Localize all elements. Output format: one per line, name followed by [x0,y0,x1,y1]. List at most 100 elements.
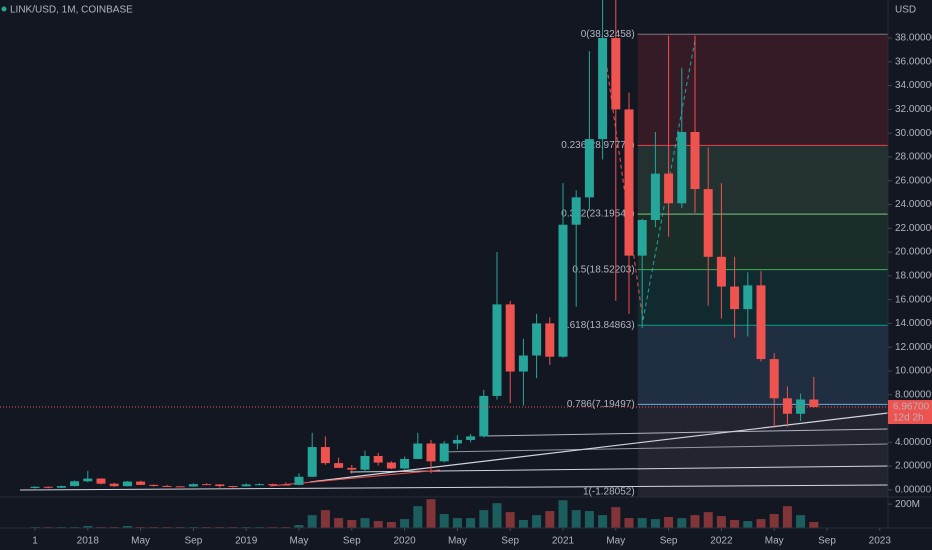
volume-bar [611,507,621,528]
volume-bar [373,521,383,528]
countdown-label: 12d 2h [893,413,924,424]
x-tick-label: May [131,536,150,547]
candle-body [584,139,594,198]
y-tick-label: 4.00000 [895,437,932,448]
candle-body [730,286,740,310]
y-tick-label: 10.00000 [895,366,932,377]
fib-label: 0.236(28.97776) [561,140,634,151]
fib-label: 0.618(13.84863) [561,320,634,331]
volume-bar [360,518,370,528]
candle-body [43,486,53,488]
candle-body [122,481,132,487]
volume-bar [598,515,608,528]
candle-body [400,458,410,469]
volume-bar [83,525,93,528]
candle-body [386,462,396,469]
y-tick-label: 26.00000 [895,175,932,186]
price-pane: 0(38.32458) 0.236(28.97776) 0.382(23.19545… [19,0,888,497]
volume-bar [426,499,436,528]
x-tick-label: 2020 [393,536,416,547]
volume-bar [558,500,568,528]
volume-bar [320,510,330,528]
volume-bar [690,515,700,528]
x-tick-label: Sep [818,536,836,547]
x-tick-label: May [290,536,309,547]
y-tick-label: 12.00000 [895,342,932,353]
volume-bar [664,517,674,528]
candle-body [703,189,713,257]
candle-body [373,455,383,463]
y-tick-label: 16.00000 [895,294,932,305]
candle-body [294,476,304,485]
volume-bar [413,506,423,528]
volume-bar [505,512,515,528]
candle-body [136,481,146,485]
candle-body [796,399,806,414]
candle-body [505,304,515,372]
candle-body [426,443,436,462]
candle-body [413,443,423,459]
candle-body [307,447,317,477]
fib-zone [637,34,888,146]
volume-bar [122,525,132,528]
axes: 0.000002.000004.000006.000008.0000010.00… [0,33,932,547]
candle-body [677,131,687,204]
trend-line [483,428,888,437]
fib-zone [637,404,888,497]
candle-body [439,443,449,462]
volume-bar [743,521,753,528]
candle-body [215,484,225,487]
volume-bar [492,503,502,528]
volume-bar [518,520,528,528]
volume-bar [334,518,344,528]
fib-zone [637,214,888,270]
x-tick-label: 2023 [869,536,892,547]
fib-label: 0.786(7.19497) [567,399,635,410]
volume-bar [809,522,819,528]
volume-bar [769,514,779,528]
y-tick-label: 34.00000 [895,80,932,91]
fib-label: 0(38.32458) [581,29,635,40]
candle-body [664,173,674,204]
x-tick-label: May [448,536,467,547]
candles [30,0,819,489]
candle-body [228,486,238,488]
candle-body [637,219,647,256]
x-tick-label: Sep [660,536,678,547]
status-dot [1,6,7,12]
chart-title: LINK/USD, 1M, COINBASE [10,5,133,16]
volume-bar [386,522,396,528]
y-tick-label: 8.00000 [895,389,932,400]
volume-bar [347,520,357,528]
volume-bar [532,515,542,528]
trend-line [349,465,888,473]
x-tick-label: Sep [185,536,203,547]
candle-body [756,285,766,360]
x-tick-label: 2019 [235,536,258,547]
candle-body [769,359,779,399]
volume-bar [466,518,476,528]
last-price-tag [888,400,932,425]
trend-line [309,412,888,483]
volume-bar [479,510,489,528]
candle-body [624,109,634,256]
volume-bar [677,518,687,528]
volume-tick-label: 200M [895,499,920,510]
volume-bar [400,519,410,528]
volume-bar [703,512,713,528]
volume-bar [307,515,317,528]
volume-bar [452,518,462,528]
y-tick-label: 38.00000 [895,33,932,44]
candle-body [690,131,700,190]
volume-bar [624,518,634,528]
fib-zone [637,145,888,215]
candle-body [70,481,80,487]
x-tick-label: 2018 [77,536,100,547]
x-tick-label: Sep [343,536,361,547]
volume-bar [796,515,806,528]
candle-body [241,484,251,487]
x-tick-label: May [606,536,625,547]
x-tick-label: Sep [501,536,519,547]
candle-body [532,323,542,356]
